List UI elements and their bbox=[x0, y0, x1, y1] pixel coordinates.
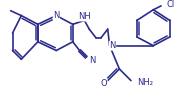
Text: O: O bbox=[101, 79, 107, 88]
Text: N: N bbox=[53, 11, 59, 20]
Text: NH₂: NH₂ bbox=[137, 78, 153, 87]
Text: Cl: Cl bbox=[167, 0, 175, 9]
Text: N: N bbox=[89, 56, 96, 65]
Text: N: N bbox=[109, 41, 116, 50]
Text: NH: NH bbox=[78, 12, 91, 21]
